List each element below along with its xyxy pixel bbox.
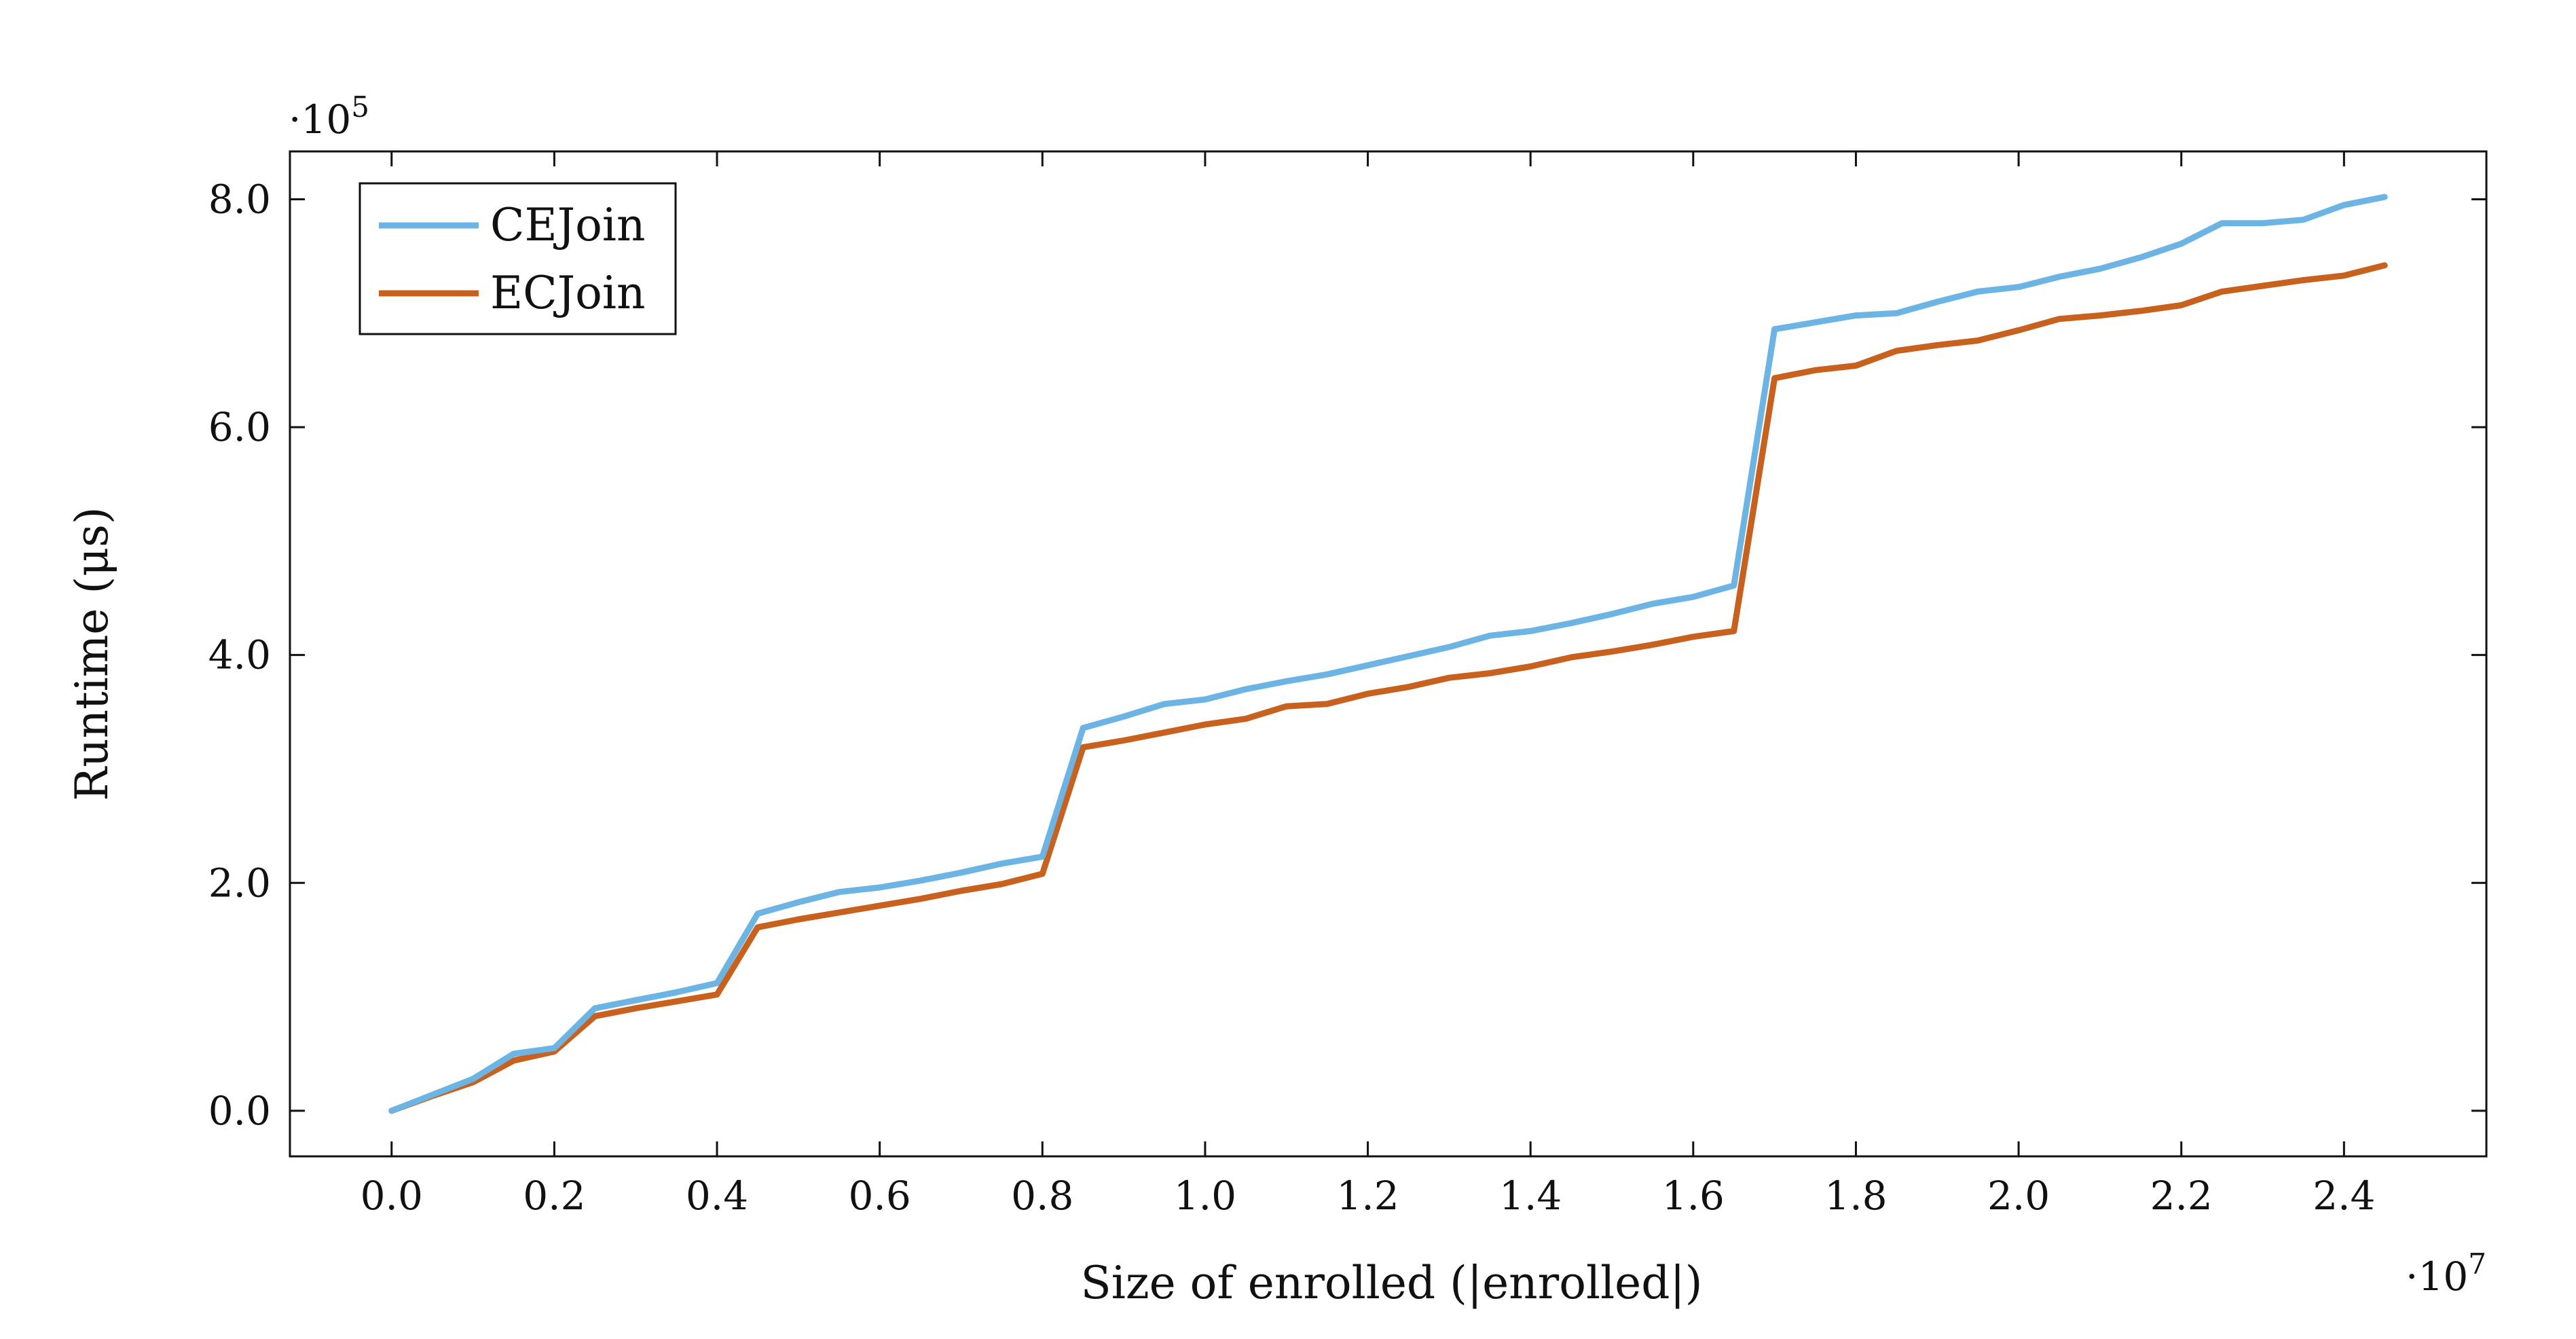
series-layer bbox=[392, 197, 2385, 1111]
x-tick-label: 1.4 bbox=[1499, 1173, 1562, 1219]
y-multiplier-exp: 5 bbox=[351, 90, 369, 124]
x-axis-multiplier: ·107 bbox=[2406, 1247, 2486, 1300]
series-line-ecjoin bbox=[392, 265, 2385, 1111]
x-tick-label: 2.4 bbox=[2313, 1173, 2375, 1219]
legend-label-ecjoin: ECJoin bbox=[490, 267, 646, 319]
x-tick-label: 1.2 bbox=[1336, 1173, 1399, 1219]
y-tick-label: 4.0 bbox=[208, 632, 271, 678]
x-tick-label: 0.0 bbox=[361, 1173, 423, 1219]
series-line-cejoin bbox=[392, 197, 2385, 1111]
x-multiplier-base: ·10 bbox=[2406, 1253, 2468, 1300]
x-tick-label: 1.8 bbox=[1824, 1173, 1887, 1219]
legend: CEJoin ECJoin bbox=[360, 183, 676, 334]
y-multiplier-base: ·10 bbox=[289, 96, 351, 143]
y-tick-label: 8.0 bbox=[208, 176, 271, 222]
y-axis-title: Runtime (μs) bbox=[66, 507, 118, 801]
y-tick-label: 0.0 bbox=[208, 1088, 271, 1134]
x-tick-label: 0.2 bbox=[523, 1173, 585, 1219]
x-tick-label: 2.2 bbox=[2150, 1173, 2213, 1219]
x-tick-label: 1.0 bbox=[1174, 1173, 1236, 1219]
legend-label-cejoin: CEJoin bbox=[490, 199, 646, 251]
x-multiplier-exp: 7 bbox=[2468, 1247, 2486, 1281]
x-tick-label: 0.8 bbox=[1011, 1173, 1073, 1219]
chart-figure: 0.0 0.2 0.4 0.6 0.8 1.0 1.2 1.4 1.6 1.8 2.0 2.2 2.4 0… bbox=[0, 0, 2576, 1339]
x-axis-title: Size of enrolled (|enrolled|) bbox=[1081, 1257, 1703, 1309]
y-tick-label: 6.0 bbox=[208, 404, 271, 450]
x-tick-label: 1.6 bbox=[1662, 1173, 1725, 1219]
y-tick-label: 2.0 bbox=[208, 860, 271, 906]
x-tick-label: 0.4 bbox=[686, 1173, 748, 1219]
x-tick-label: 2.0 bbox=[1987, 1173, 2050, 1219]
x-tick-label: 0.6 bbox=[849, 1173, 911, 1219]
y-axis-multiplier: ·105 bbox=[289, 90, 369, 143]
